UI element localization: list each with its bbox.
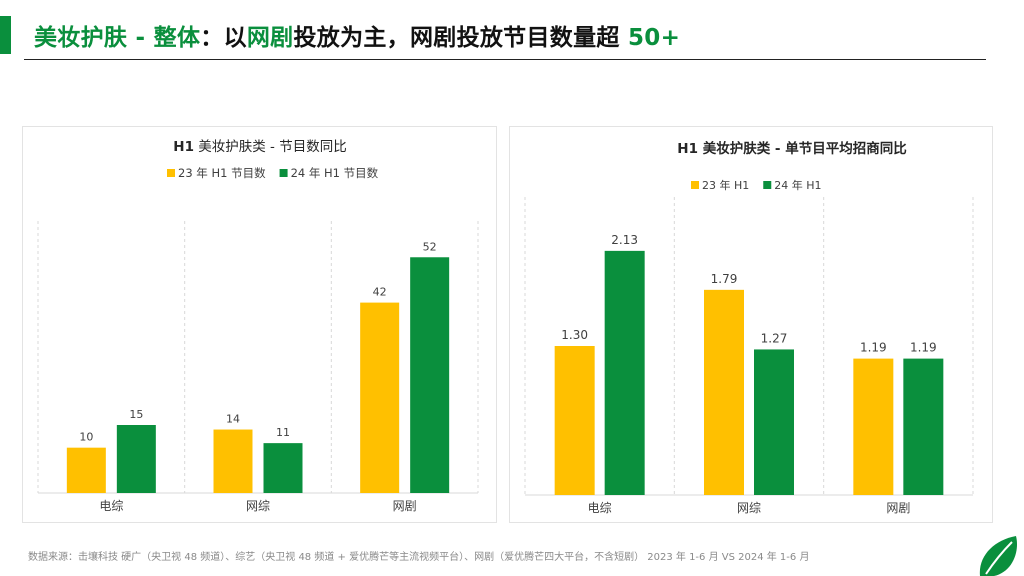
right-data-label-1-1: 1.27 bbox=[761, 331, 788, 345]
left-data-label-2-0: 42 bbox=[373, 286, 387, 299]
right-bar-0-1 bbox=[604, 250, 645, 495]
right-tick-label-2: 网剧 bbox=[886, 501, 910, 515]
title-accent-bar bbox=[0, 16, 11, 54]
right-data-label-0-0: 1.30 bbox=[561, 328, 588, 342]
title-segment-4: 投放为主，网剧投放节目数量超 bbox=[293, 25, 628, 51]
left-data-label-0-0: 10 bbox=[79, 431, 93, 444]
right-tick-label-0: 电综 bbox=[588, 501, 612, 515]
right-bar-1-0 bbox=[704, 289, 744, 495]
left-bar-2-0 bbox=[360, 302, 400, 493]
left-bar-0-1 bbox=[116, 425, 156, 493]
right-legend-swatch-0 bbox=[691, 181, 699, 189]
title-divider bbox=[24, 59, 986, 60]
left-tick-label-2: 网剧 bbox=[393, 499, 417, 513]
left-legend-label-0: 23 年 H1 节目数 bbox=[178, 166, 266, 180]
left-bar-0-0 bbox=[66, 447, 106, 493]
chart-program-count: H1 美妆护肤类 - 节目数同比 23 年 H1 节目数 24 年 H1 节目数 10… bbox=[37, 139, 479, 513]
title-segment-number: 50+ bbox=[628, 25, 681, 51]
left-tick-label-1: 网综 bbox=[246, 499, 270, 513]
right-legend-swatch-1 bbox=[763, 181, 772, 189]
right-data-label-0-1: 2.13 bbox=[611, 233, 638, 247]
title-segment-2: ：以 bbox=[200, 25, 247, 51]
left-title: H1 美妆护肤类 - 节目数同比 bbox=[173, 139, 346, 155]
right-bar-1-1 bbox=[754, 349, 794, 495]
right-legend-label-1: 24 年 H1 bbox=[774, 178, 821, 192]
right-data-label-2-0: 1.19 bbox=[860, 341, 887, 355]
left-legend-swatch-0 bbox=[167, 169, 175, 177]
chart-panel-program-count: H1 美妆护肤类 - 节目数同比 23 年 H1 节目数 24 年 H1 节目数 10… bbox=[22, 126, 497, 523]
left-bar-1-1 bbox=[263, 443, 303, 493]
right-legend-label-0: 23 年 H1 bbox=[702, 178, 749, 192]
right-bar-2-0 bbox=[853, 358, 894, 495]
title-segment-category: 美妆护肤 - 整体 bbox=[34, 25, 201, 51]
title-segment-highlight: 网剧 bbox=[246, 25, 294, 51]
chart-panel-avg-sponsorship: H1 美妆护肤类 - 单节目平均招商同比 23 年 H1 24 年 H1 1.30 2.… bbox=[509, 126, 993, 523]
right-data-label-1-0: 1.79 bbox=[711, 272, 738, 286]
left-bar-2-1 bbox=[410, 257, 450, 493]
data-source-note: 数据来源：击壤科技 硬广（央卫视 48 频道）、综艺（央卫视 48 频道 + 爱… bbox=[28, 552, 810, 563]
right-data-label-2-1: 1.19 bbox=[910, 341, 937, 355]
left-tick-label-0: 电综 bbox=[99, 499, 123, 513]
left-legend-label-1: 24 年 H1 节目数 bbox=[291, 166, 379, 180]
left-data-label-2-1: 52 bbox=[423, 240, 437, 253]
right-tick-label-1: 网综 bbox=[737, 501, 761, 515]
left-bar-1-0 bbox=[213, 429, 253, 493]
left-data-label-1-1: 11 bbox=[276, 426, 290, 439]
right-bar-2-1 bbox=[903, 358, 944, 495]
left-legend-swatch-1 bbox=[279, 169, 288, 177]
left-data-label-0-1: 15 bbox=[129, 408, 143, 421]
right-title: H1 美妆护肤类 - 单节目平均招商同比 bbox=[677, 140, 906, 157]
page-title: 美妆护肤 - 整体：以网剧投放为主，网剧投放节目数量超 50+ bbox=[34, 18, 680, 52]
right-bar-0-0 bbox=[554, 346, 595, 495]
chart-avg-sponsorship: H1 美妆护肤类 - 单节目平均招商同比 23 年 H1 24 年 H1 1.30 2.… bbox=[524, 140, 974, 515]
leaf-logo-icon bbox=[979, 536, 1018, 576]
left-data-label-1-0: 14 bbox=[226, 413, 240, 426]
